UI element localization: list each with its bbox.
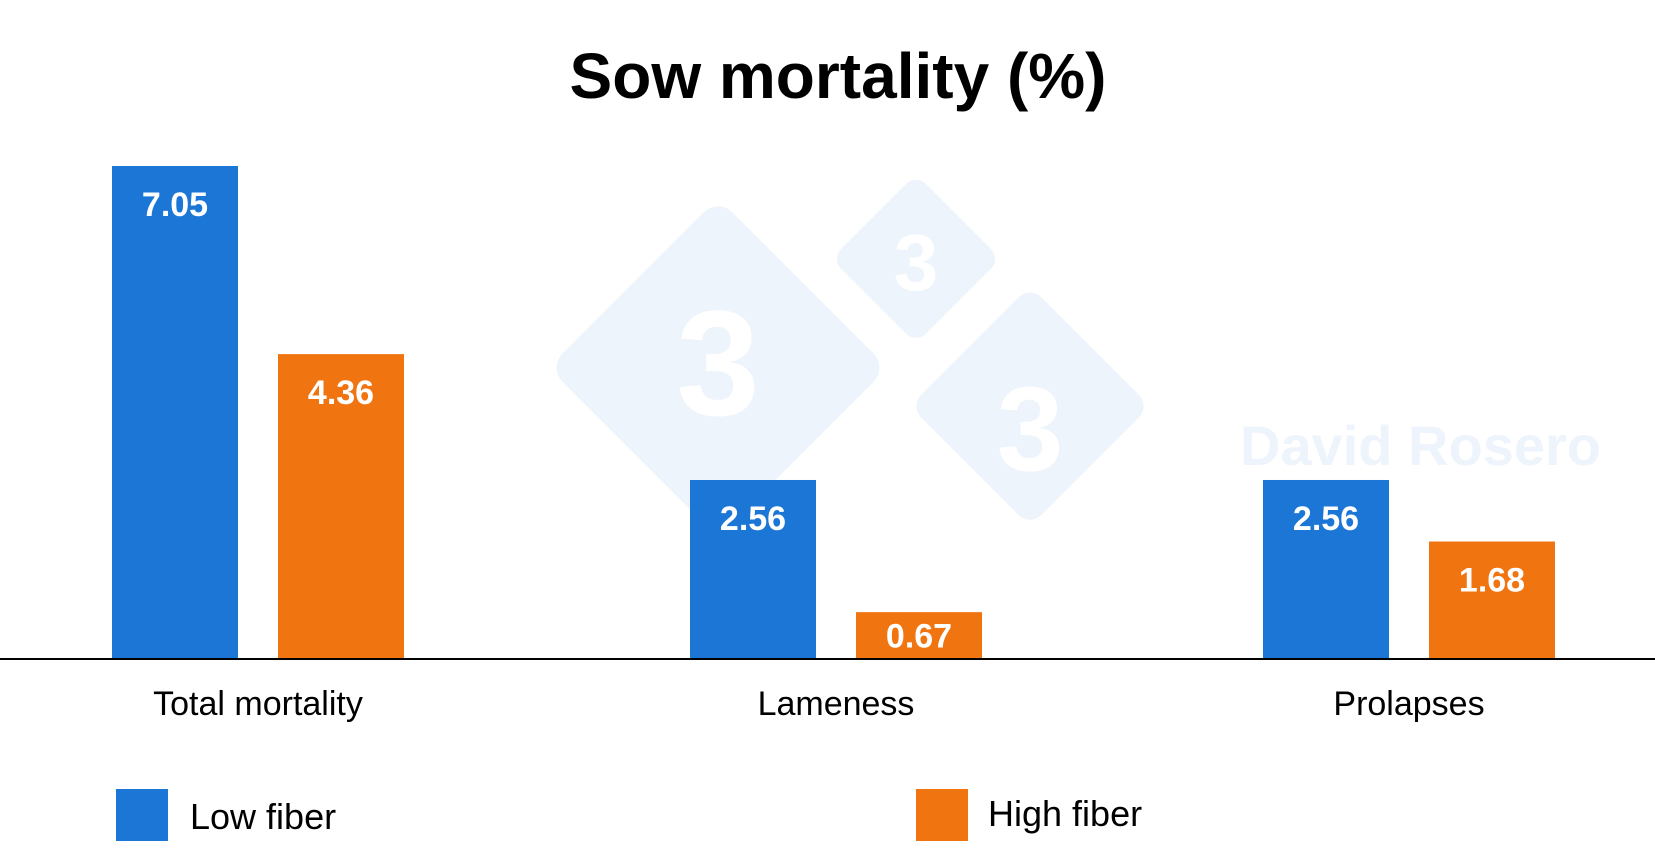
watermark-logo-icon: 3 3 3 — [556, 179, 1144, 530]
data-label-low-fiber-total-mortality: 7.05 — [142, 186, 208, 224]
legend-swatch-low-fiber — [116, 789, 168, 841]
chart-title: Sow mortality (%) — [570, 40, 1107, 112]
x-tick-label-lameness: Lameness — [758, 685, 915, 723]
data-label-high-fiber-lameness: 0.67 — [886, 618, 952, 656]
watermark-logo-glyph-2: 3 — [894, 218, 939, 307]
data-label-low-fiber-prolapses: 2.56 — [1293, 500, 1359, 538]
bars-layer: 7.05 4.36 2.56 0.67 2.56 1.68 — [112, 166, 1555, 659]
bar-high-fiber-prolapses — [1429, 541, 1555, 659]
bar-low-fiber-lameness — [690, 479, 816, 659]
legend-label-high-fiber: High fiber — [988, 793, 1142, 834]
bar-high-fiber-total-mortality — [278, 354, 404, 659]
legend: Low fiber High fiber — [116, 789, 1142, 841]
watermark-logo-glyph-1: 3 — [676, 279, 759, 447]
watermark-logo-glyph-3: 3 — [997, 362, 1064, 496]
x-tick-label-prolapses: Prolapses — [1333, 685, 1484, 723]
watermark-text: David Rosero — [1240, 414, 1601, 477]
bar-low-fiber-total-mortality — [112, 166, 238, 659]
x-tick-label-total-mortality: Total mortality — [153, 685, 363, 723]
legend-label-low-fiber: Low fiber — [190, 796, 336, 837]
bar-low-fiber-prolapses — [1263, 479, 1389, 659]
data-label-high-fiber-total-mortality: 4.36 — [308, 374, 374, 412]
x-axis-tick-labels: Total mortality Lameness Prolapses — [153, 685, 1484, 723]
data-label-high-fiber-prolapses: 1.68 — [1459, 562, 1525, 600]
watermark: 3 3 3 David Rosero — [556, 179, 1601, 530]
legend-swatch-high-fiber — [916, 789, 968, 841]
data-label-low-fiber-lameness: 2.56 — [720, 500, 786, 538]
bar-high-fiber-lameness — [856, 612, 982, 659]
